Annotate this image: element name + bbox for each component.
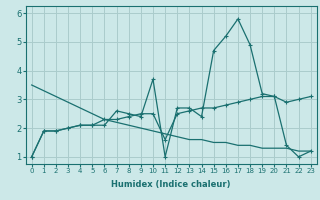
X-axis label: Humidex (Indice chaleur): Humidex (Indice chaleur) <box>111 180 231 189</box>
